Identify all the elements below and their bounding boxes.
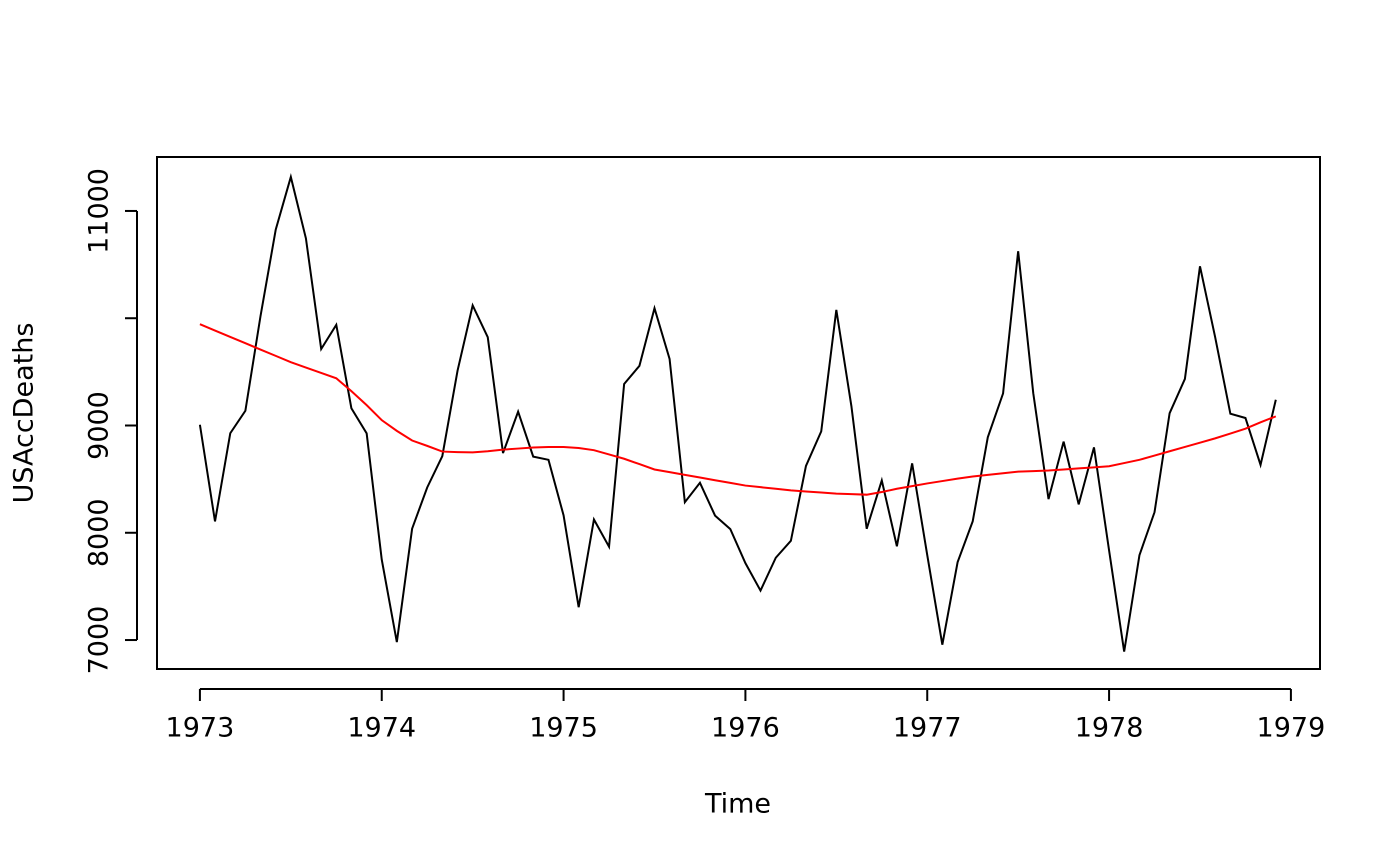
x-tick-label: 1976 xyxy=(711,713,780,744)
y-axis-label: USAccDeaths xyxy=(9,323,40,504)
x-axis-label: Time xyxy=(704,789,771,820)
y-tick-label: 11000 xyxy=(84,168,115,254)
x-tick-label: 1979 xyxy=(1257,713,1326,744)
x-tick-label: 1978 xyxy=(1075,713,1144,744)
series-line xyxy=(198,173,1277,652)
y-tick-label: 7000 xyxy=(84,606,115,675)
x-tick-label: 1977 xyxy=(893,713,962,744)
series-line xyxy=(199,323,1277,496)
x-tick-label: 1973 xyxy=(166,713,235,744)
x-tick-label: 1974 xyxy=(347,713,416,744)
y-tick-label: 9000 xyxy=(84,391,115,460)
y-tick-label: 8000 xyxy=(84,498,115,567)
x-tick-label: 1975 xyxy=(529,713,598,744)
plot-box xyxy=(156,156,1321,670)
